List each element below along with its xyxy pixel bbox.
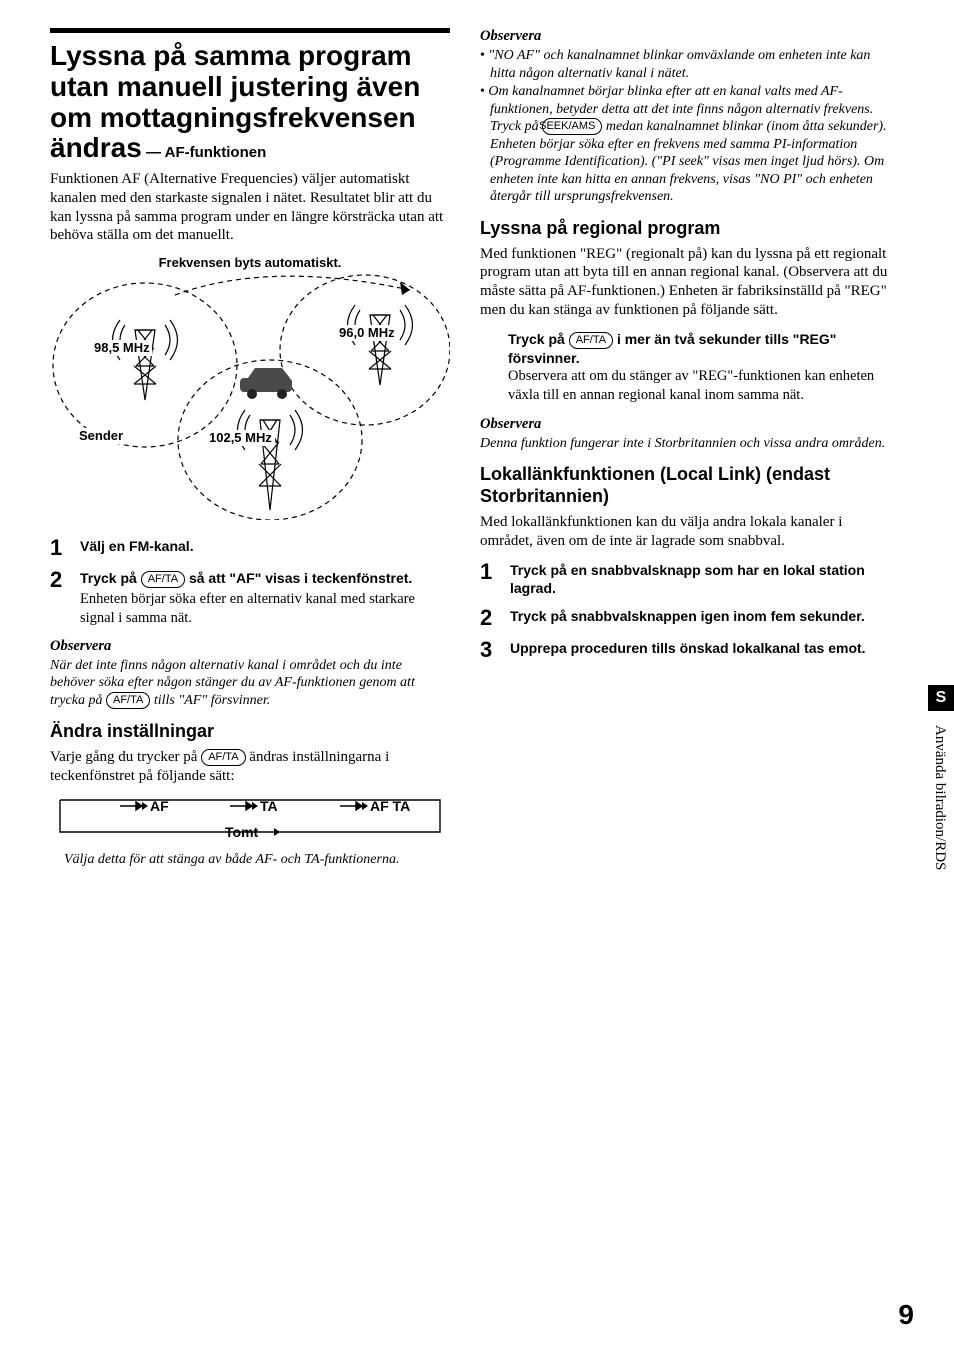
reg-step-desc: Observera att om du stänger av "REG"-fun…: [508, 367, 890, 403]
page-columns: Lyssna på samma program utan manuell jus…: [50, 28, 914, 868]
afta-pill: AF/TA: [201, 749, 245, 766]
observera-list: "NO AF" och kanalnamnet blinkar omväxlan…: [480, 47, 890, 206]
frequency-svg: 98,5 MHz 96,0 MHz 102,5 MHz Sender: [50, 270, 450, 520]
obs-b: tills "AF" försvinner.: [150, 693, 270, 708]
step-1: 1 Välj en FM-kanal.: [50, 537, 450, 559]
locallink-body: Med lokallänkfunktionen kan du välja and…: [480, 513, 890, 551]
freq-label-3: 102,5 MHz: [209, 430, 272, 445]
observera-heading: Observera: [480, 416, 890, 433]
intro-paragraph: Funktionen AF (Alternative Frequencies) …: [50, 170, 450, 245]
step-number: 2: [480, 607, 500, 629]
step2-b: så att "AF" visas i teckenfönstret.: [185, 570, 412, 586]
flow-af: AF: [150, 798, 169, 814]
left-column: Lyssna på samma program utan manuell jus…: [50, 28, 450, 868]
title-line: utan manuell justering även: [50, 71, 420, 102]
step2-a: Tryck på: [80, 570, 141, 586]
step-text: Tryck på snabbvalsknappen igen inom fem …: [510, 607, 890, 625]
title-line: om mottagningsfrekvensen: [50, 102, 416, 133]
afta-pill: AF/TA: [106, 692, 150, 709]
obs-item-1: "NO AF" och kanalnamnet blinkar omväxlan…: [480, 47, 890, 82]
step-number: 3: [480, 639, 500, 661]
change-body: Varje gång du trycker på AF/TA ändras in…: [50, 748, 450, 786]
step-number: 1: [480, 561, 500, 583]
frequency-figure: 98,5 MHz 96,0 MHz 102,5 MHz Sender: [50, 270, 450, 525]
change-settings-heading: Ändra inställningar: [50, 721, 450, 742]
section-rule: [50, 28, 450, 33]
seekams-pill: SEEK/AMS: [542, 118, 602, 135]
step-2: 2 Tryck på AF/TA så att "AF" visas i tec…: [50, 569, 450, 628]
page-number: 9: [898, 1299, 914, 1331]
title-suffix: — AF-funktionen: [142, 144, 266, 161]
freq-label-2: 96,0 MHz: [339, 325, 395, 340]
change-a: Varje gång du trycker på: [50, 749, 201, 765]
freq-label-1: 98,5 MHz: [94, 340, 150, 355]
obs-item-2: Om kanalnamnet börjar blinka efter att e…: [480, 83, 890, 206]
afta-pill: AF/TA: [141, 571, 185, 588]
sidebar-text: Använda bilradion/RDS: [931, 725, 948, 870]
reg-a: Tryck på: [508, 331, 569, 347]
local-step-2: 2 Tryck på snabbvalsknappen igen inom fe…: [480, 607, 890, 629]
regional-body: Med funktionen "REG" (regionalt på) kan …: [480, 245, 890, 320]
step-number: 2: [50, 569, 70, 591]
flow-ta: TA: [260, 798, 278, 814]
step2-desc: Enheten börjar söka efter en alternativ …: [80, 590, 450, 628]
local-step-3: 3 Upprepa proceduren tills önskad lokalk…: [480, 639, 890, 661]
local-step-1: 1 Tryck på en snabbvalsknapp som har en …: [480, 561, 890, 597]
observera-heading: Observera: [480, 28, 890, 45]
title-line: Lyssna på samma program: [50, 40, 412, 71]
sidebar-tab: S: [928, 685, 954, 711]
locallink-heading: Lokallänkfunktionen (Local Link) (endast…: [480, 464, 890, 507]
flow-afta: AF TA: [370, 798, 410, 814]
right-column: Observera "NO AF" och kanalnamnet blinka…: [480, 28, 890, 868]
observera-heading: Observera: [50, 638, 450, 655]
sender-label: Sender: [79, 428, 123, 443]
reg-step-lead: Tryck på AF/TA i mer än två sekunder til…: [508, 330, 890, 368]
regional-heading: Lyssna på regional program: [480, 218, 890, 239]
flow-tomt: Tomt: [225, 824, 259, 840]
figure-caption: Frekvensen byts automatiskt.: [50, 255, 450, 270]
afta-pill: AF/TA: [569, 332, 613, 349]
flow-diagram: AF TA AF TA Tomt: [50, 792, 450, 847]
title-line: ändras: [50, 132, 142, 163]
step-number: 1: [50, 537, 70, 559]
observera-body: När det inte finns någon alternativ kana…: [50, 657, 450, 710]
flow-caption: Välja detta för att stänga av både AF- o…: [64, 851, 450, 869]
regional-step: Tryck på AF/TA i mer än två sekunder til…: [508, 330, 890, 404]
step-text: Upprepa proceduren tills önskad lokalkan…: [510, 639, 890, 657]
main-heading: Lyssna på samma program utan manuell jus…: [50, 41, 450, 164]
step-text: Tryck på AF/TA så att "AF" visas i tecke…: [80, 569, 450, 628]
step-text: Tryck på en snabbvalsknapp som har en lo…: [510, 561, 890, 597]
step-text: Välj en FM-kanal.: [80, 537, 450, 555]
reg-obs-body: Denna funktion fungerar inte i Storbrita…: [480, 435, 890, 453]
